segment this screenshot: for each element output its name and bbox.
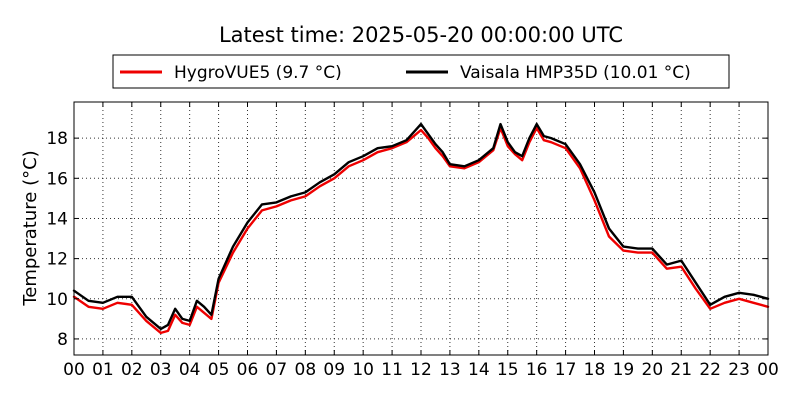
x-tick-label: 06 — [237, 360, 259, 380]
y-tick-label: 10 — [46, 290, 68, 310]
ticks: 00 01 02 03 04 05 06 07 08 09 10 11 12 13 14 15 16 17 18 19… — [46, 102, 779, 380]
x-tick-label: 16 — [526, 360, 548, 380]
x-tick-label: 17 — [555, 360, 577, 380]
x-tick-label: 10 — [352, 360, 374, 380]
y-tick-label: 8 — [57, 330, 68, 350]
x-tick-label: 05 — [208, 360, 230, 380]
x-tick-label: 09 — [323, 360, 345, 380]
x-tick-label: 18 — [584, 360, 606, 380]
x-tick-label: 07 — [266, 360, 288, 380]
x-tick-label: 20 — [642, 360, 664, 380]
y-tick-label: 18 — [46, 129, 68, 149]
x-tick-label: 15 — [497, 360, 519, 380]
x-tick-label: 12 — [410, 360, 432, 380]
x-tick-label: 19 — [613, 360, 635, 380]
x-tick-label: 00 — [757, 360, 779, 380]
legend: HygroVUE5 (9.7 °C) Vaisala HMP35D (10.01… — [112, 54, 730, 89]
x-tick-label: 00 — [63, 360, 85, 380]
x-tick-label: 08 — [295, 360, 317, 380]
x-tick-label: 21 — [670, 360, 692, 380]
x-tick-label: 13 — [439, 360, 461, 380]
x-tick-label: 11 — [381, 360, 403, 380]
y-tick-label: 14 — [46, 209, 68, 229]
chart-title: Latest time: 2025-05-20 00:00:00 UTC — [219, 23, 623, 47]
series-line-0 — [72, 126, 770, 335]
legend-label-0: HygroVUE5 (9.7 °C) — [174, 63, 342, 83]
x-tick-label: 22 — [699, 360, 721, 380]
x-tick-label: 02 — [121, 360, 143, 380]
y-tick-label: 12 — [46, 250, 68, 270]
series-layer — [72, 122, 770, 335]
x-tick-label: 01 — [92, 360, 114, 380]
x-tick-label: 23 — [728, 360, 750, 380]
y-axis-label: Temperature (°C) — [20, 150, 41, 306]
y-tick-label: 16 — [46, 169, 68, 189]
series-line-1 — [72, 122, 770, 331]
x-tick-label: 03 — [150, 360, 172, 380]
x-tick-label: 04 — [179, 360, 201, 380]
legend-label-1: Vaisala HMP35D (10.01 °C) — [460, 63, 691, 83]
x-tick-label: 14 — [468, 360, 490, 380]
